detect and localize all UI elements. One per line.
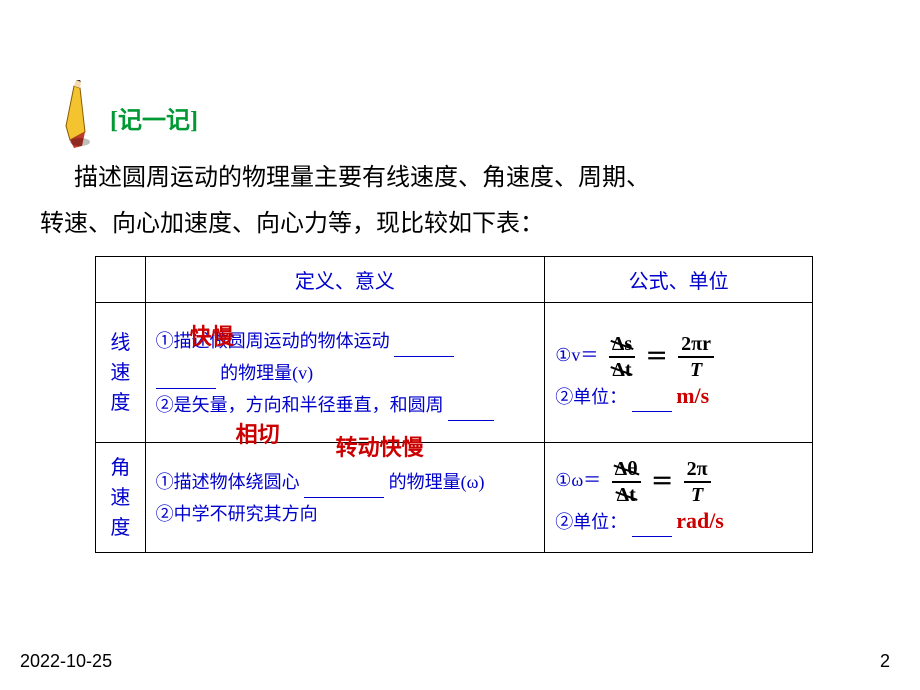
definition-cell: ①描述物体绕圆心 的物理量(ω) 转动快慢 ②中学不研究其方向 [145, 443, 545, 553]
formula-cell: ①ω＝ Δθ Δt ＝ 2π T ②单位： rad/s [545, 443, 813, 553]
comparison-table: 定义、意义 公式、单位 线速度 ①描述做圆周运动的物体运动 快慢 的物理量(v)… [95, 256, 813, 553]
intro-line2: 转速、向心加速度、向心力等，现比较如下表： [40, 201, 650, 247]
fraction: 2πr T [678, 333, 714, 381]
answer-rotation: 转动快慢 [336, 432, 424, 464]
fraction: Δs Δt [609, 333, 635, 381]
def-text: ①描述物体绕圆心 [156, 472, 300, 492]
answer-fast-slow: 快慢 [190, 321, 234, 353]
row-label-linear-velocity: 线速度 [96, 303, 146, 443]
equals: ＝ [646, 344, 668, 369]
header-definition: 定义、意义 [145, 257, 545, 303]
header-formula: 公式、单位 [545, 257, 813, 303]
def-text: ②是矢量，方向和半径垂直，和圆周 [156, 395, 444, 415]
def-text: ②中学不研究其方向 [156, 498, 535, 530]
intro-text: 描述圆周运动的物理量主要有线速度、角速度、周期、 转速、向心加速度、向心力等，现… [74, 155, 650, 247]
table-row: 线速度 ①描述做圆周运动的物体运动 快慢 的物理量(v) ②是矢量，方向和半径垂… [96, 303, 813, 443]
section-title: [记一记] [110, 100, 198, 135]
answer-unit: m/s [676, 383, 709, 408]
unit-label: ②单位： [555, 387, 627, 407]
definition-cell: ①描述做圆周运动的物体运动 快慢 的物理量(v) ②是矢量，方向和半径垂直，和圆… [145, 303, 545, 443]
def-text: 的物理量(v) [220, 363, 313, 383]
answer-unit: rad/s [676, 508, 724, 533]
intro-line1: 描述圆周运动的物理量主要有线速度、角速度、周期、 [74, 155, 650, 201]
table-header-row: 定义、意义 公式、单位 [96, 257, 813, 303]
formula-cell: ①v＝ Δs Δt ＝ 2πr T ②单位： m/s [545, 303, 813, 443]
equals: ＝ [651, 469, 673, 494]
blank-field [304, 478, 384, 498]
formula-prefix: ①ω＝ [555, 470, 601, 490]
blank-field [394, 337, 454, 357]
footer-date: 2022-10-25 [20, 651, 112, 672]
table-row: 角速度 ①描述物体绕圆心 的物理量(ω) 转动快慢 ②中学不研究其方向 ①ω＝ … [96, 443, 813, 553]
blank-continuation [156, 369, 216, 389]
blank-field [632, 392, 672, 412]
unit-label: ②单位： [555, 512, 627, 532]
def-text: 的物理量(ω) [389, 472, 485, 492]
row-label-angular-velocity: 角速度 [96, 443, 146, 553]
fraction: Δθ Δt [612, 458, 641, 506]
footer-page: 2 [880, 651, 890, 672]
blank-field [632, 517, 672, 537]
pencil-icon [52, 80, 102, 150]
formula-prefix: ①v＝ [555, 345, 598, 365]
fraction: 2π T [684, 458, 711, 506]
blank-field [448, 401, 494, 421]
